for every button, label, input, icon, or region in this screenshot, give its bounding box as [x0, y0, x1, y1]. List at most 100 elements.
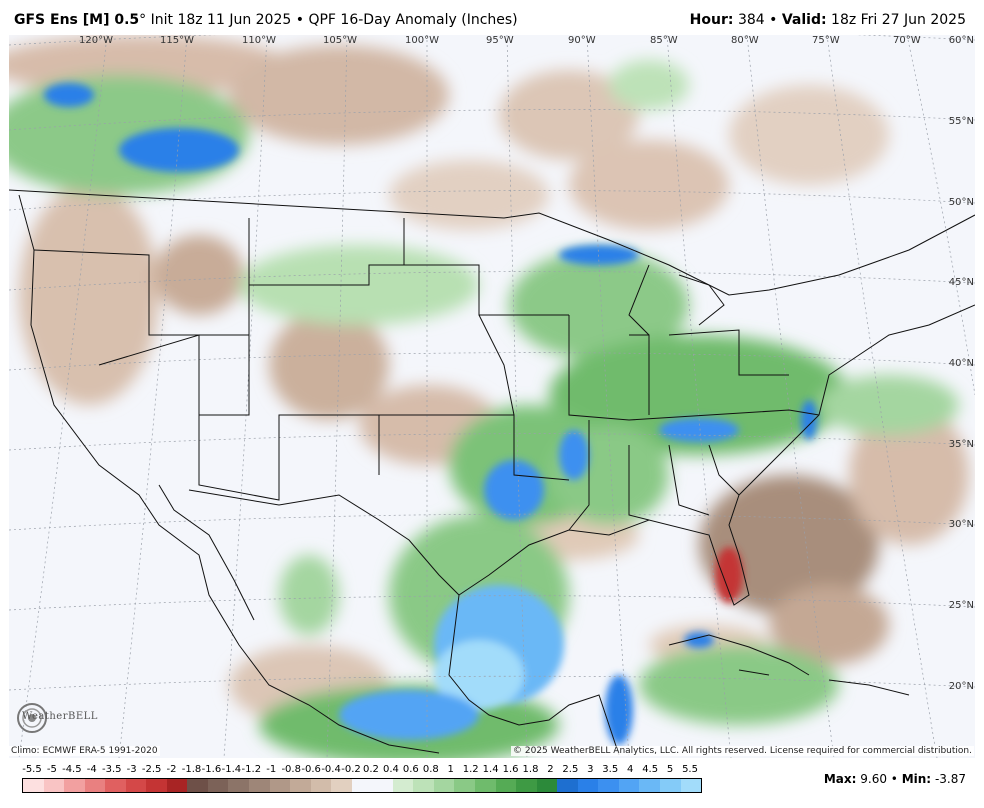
colorbar-tick-label: -1.6 [201, 764, 222, 775]
colorbar-tick-label: 1.2 [462, 764, 479, 775]
lat-label: 25°N [948, 600, 974, 611]
colorbar-tick-label: 4.5 [642, 764, 659, 775]
lat-label: 40°N [948, 358, 974, 369]
caribbean-coast [668, 634, 910, 696]
colorbar-tick-label: 4 [627, 764, 634, 775]
lat-label: 55°N [948, 116, 974, 127]
colorbar-tick-label: 5 [666, 764, 674, 775]
colorbar-tick-label: 3.5 [602, 764, 619, 775]
colorbar-tick-label: 0.4 [382, 764, 399, 775]
lon-label: 105°W [323, 35, 357, 46]
anomaly-map [9, 35, 975, 758]
lon-label: 120°W [79, 35, 113, 46]
logo-wordmark: WeatherBELL [22, 711, 98, 722]
colorbar-swatch [577, 779, 599, 792]
colorbar-tick-label: 2.5 [562, 764, 579, 775]
colorbar-swatch [125, 779, 147, 792]
colorbar-swatch [433, 779, 455, 792]
colorbar-tick-label: 0.8 [422, 764, 439, 775]
max-value: 9.60 [860, 772, 887, 786]
colorbar-tick-label: -3.5 [101, 764, 122, 775]
colorbar-swatch [351, 779, 373, 792]
init-time: Init 18z 11 Jun 2025 [150, 12, 292, 28]
colorbar-labels: -5.5 -5 -4.5 -4 -3.5 -3 -2.5 -2 -1.8 -1.6 -1.4 -1.2… [22, 764, 702, 778]
colorbar-tick-label: 0.2 [363, 764, 379, 775]
colorbar-tick-label: -4 [86, 764, 97, 775]
map-stats: Max: 9.60 • Min: -3.87 [824, 772, 966, 786]
lat-label: 45°N [948, 277, 974, 288]
colorbar-tick-label: 1.4 [482, 764, 499, 775]
colorbar-swatch [392, 779, 414, 792]
colorbar-tick-label: 1.8 [522, 764, 539, 775]
valid-label: Valid: [781, 12, 827, 28]
hour-label: Hour: [689, 12, 734, 28]
valid-bullet: • [769, 12, 778, 28]
graticule [9, 35, 975, 758]
colorbar-swatch [618, 779, 640, 792]
colorbar-swatch [639, 779, 660, 792]
colorbar-tick-label: 1 [447, 764, 454, 775]
colorbar-tick-label: -2.5 [141, 764, 162, 775]
climo-note: Climo: ECMWF ERA-5 1991-2020 [9, 746, 160, 756]
colorbar-swatch [43, 779, 65, 792]
lon-label: 95°W [486, 35, 514, 46]
colorbar-swatch [290, 779, 311, 792]
map-canvas [9, 35, 975, 758]
lat-label: 20°N [948, 681, 974, 692]
colorbar-tick-label: -3 [126, 764, 137, 775]
colorbar-swatch [536, 779, 558, 792]
lon-label: 70°W [893, 35, 921, 46]
colorbar-swatch [598, 779, 619, 792]
colorbar-swatch [187, 779, 208, 792]
lat-label: 50°N [948, 197, 974, 208]
colorbar-swatch [166, 779, 188, 792]
colorbar-tick-label: -0.2 [341, 764, 361, 775]
product-name: QPF 16-Day Anomaly (Inches) [308, 12, 518, 28]
colorbar-tick-label: -1.4 [221, 764, 242, 775]
model-name: GFS Ens [M] 0.5 [14, 12, 140, 28]
lat-label: 35°N [948, 439, 974, 450]
lon-label: 75°W [812, 35, 840, 46]
header-title: GFS Ens [M] 0.5° Init 18z 11 Jun 2025 • … [14, 12, 518, 28]
colorbar-swatch [659, 779, 681, 792]
colorbar-swatch [84, 779, 106, 792]
colorbar [22, 778, 702, 793]
colorbar-swatch [557, 779, 578, 792]
copyright-note: © 2025 WeatherBELL Analytics, LLC. All r… [511, 746, 974, 756]
hour-value: 384 [737, 12, 765, 28]
colorbar-tick-label: -2 [166, 764, 177, 775]
colorbar-tick-label: -0.8 [281, 764, 301, 775]
degree-symbol: ° [139, 12, 147, 28]
lon-label: 80°W [731, 35, 759, 46]
colorbar-tick-label: -5.5 [22, 764, 42, 775]
colorbar-swatch [228, 779, 250, 792]
min-label: Min: [901, 772, 932, 786]
colorbar-tick-label: -4.5 [62, 764, 82, 775]
colorbar-swatch [310, 779, 332, 792]
colorbar-swatch [516, 779, 537, 792]
header-valid: Hour: 384 • Valid: 18z Fri 27 Jun 2025 [690, 12, 966, 28]
min-value: -3.87 [934, 772, 966, 786]
colorbar-swatch [269, 779, 291, 792]
header-bar: GFS Ens [M] 0.5° Init 18z 11 Jun 2025 • … [0, 0, 984, 34]
max-label: Max: [823, 772, 857, 786]
colorbar-tick-label: -0.4 [321, 764, 341, 775]
colorbar-swatch [413, 779, 434, 792]
colorbar-swatch [23, 779, 44, 792]
colorbar-tick-label: 2 [547, 764, 554, 775]
colorbar-swatch [680, 779, 702, 792]
colorbar-tick-label: 0.6 [402, 764, 419, 775]
colorbar-swatch [495, 779, 517, 792]
lon-label: 90°W [568, 35, 596, 46]
colorbar-tick-label: -1 [266, 764, 277, 775]
colorbar-swatch [454, 779, 476, 792]
weatherbell-logo-icon [17, 703, 47, 733]
header-bullet: • [295, 12, 304, 28]
boundaries [9, 189, 975, 756]
stats-bullet: • [890, 772, 898, 786]
valid-value: 18z Fri 27 Jun 2025 [831, 12, 966, 28]
colorbar-tick-label: 1.6 [502, 764, 519, 775]
lat-label: 30°N [948, 519, 974, 530]
lat-label: 60°N [948, 35, 974, 46]
lon-label: 100°W [405, 35, 439, 46]
